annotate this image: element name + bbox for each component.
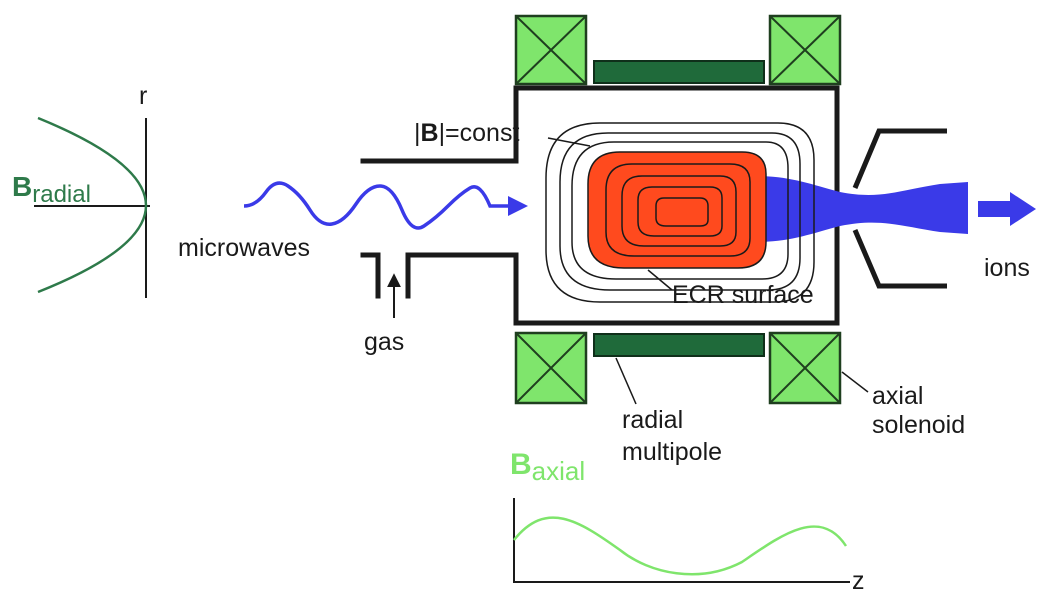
ecr-surface-leader (647, 269, 673, 291)
ions-label: ions (984, 254, 1030, 282)
ecr-contour-core (655, 197, 709, 227)
waveguide-upper-wall (360, 85, 840, 194)
chamber-lower-wall (405, 222, 840, 326)
extraction-electrode (852, 128, 947, 289)
extraction-upper (852, 128, 947, 189)
b-axial-axes (513, 498, 850, 583)
b-radial-label: Bradial (12, 171, 91, 208)
gas-label: gas (364, 328, 404, 356)
ecr-surface-label: ECR surface (672, 281, 814, 309)
crossed-box-coil-icon (514, 14, 588, 86)
radial-multipole-top (593, 60, 765, 84)
radial-multipole-label: radial multipole (622, 406, 722, 466)
crossed-box-coil-icon (768, 331, 842, 405)
b-radial-curve (37, 116, 148, 294)
crossed-box-coil-icon (514, 331, 588, 405)
b-const-contours (545, 122, 815, 303)
b-radial-subscript: radial (32, 181, 91, 208)
axial-solenoid-leader (841, 371, 869, 393)
ecr-plasma (587, 151, 767, 269)
b-const-label: |B|=const (414, 119, 519, 147)
ion-output-arrow (978, 192, 1036, 226)
microwave-wave (243, 181, 515, 230)
b-contour-middle (559, 132, 801, 291)
axial-solenoid-label: axial solenoid (872, 382, 965, 439)
crossed-box-coil-icon (768, 14, 842, 86)
radial-multipole-leader (615, 357, 637, 405)
extraction-lower (852, 229, 947, 289)
z-axis-label: z (852, 567, 865, 589)
microwave-input: microwaves (178, 181, 528, 262)
b-axial-label: Baxial (510, 448, 585, 486)
b-contour-inner (571, 141, 789, 280)
ecr-contour-2 (605, 163, 751, 257)
b-axial-plot: Baxial z (510, 448, 865, 589)
ecr-contour-3 (621, 175, 737, 247)
ecr-surface-outer (587, 151, 767, 269)
radial-multipole-bottom (593, 333, 765, 357)
b-axial-curve (513, 516, 848, 576)
microwaves-label: microwaves (178, 234, 310, 262)
r-axis-label: r (139, 82, 147, 110)
microwave-arrowhead (508, 196, 528, 216)
b-const-leader (547, 137, 591, 147)
b-axial-subscript: axial (532, 456, 585, 486)
gas-inlet-left-wall (360, 252, 381, 299)
ion-beam (756, 176, 968, 242)
b-contour-outer (545, 122, 815, 303)
ecr-contour-4 (637, 186, 723, 237)
chamber-walls (360, 85, 840, 326)
b-radial-plot: r Bradial (12, 82, 150, 298)
axial-solenoid-coils (514, 14, 842, 405)
